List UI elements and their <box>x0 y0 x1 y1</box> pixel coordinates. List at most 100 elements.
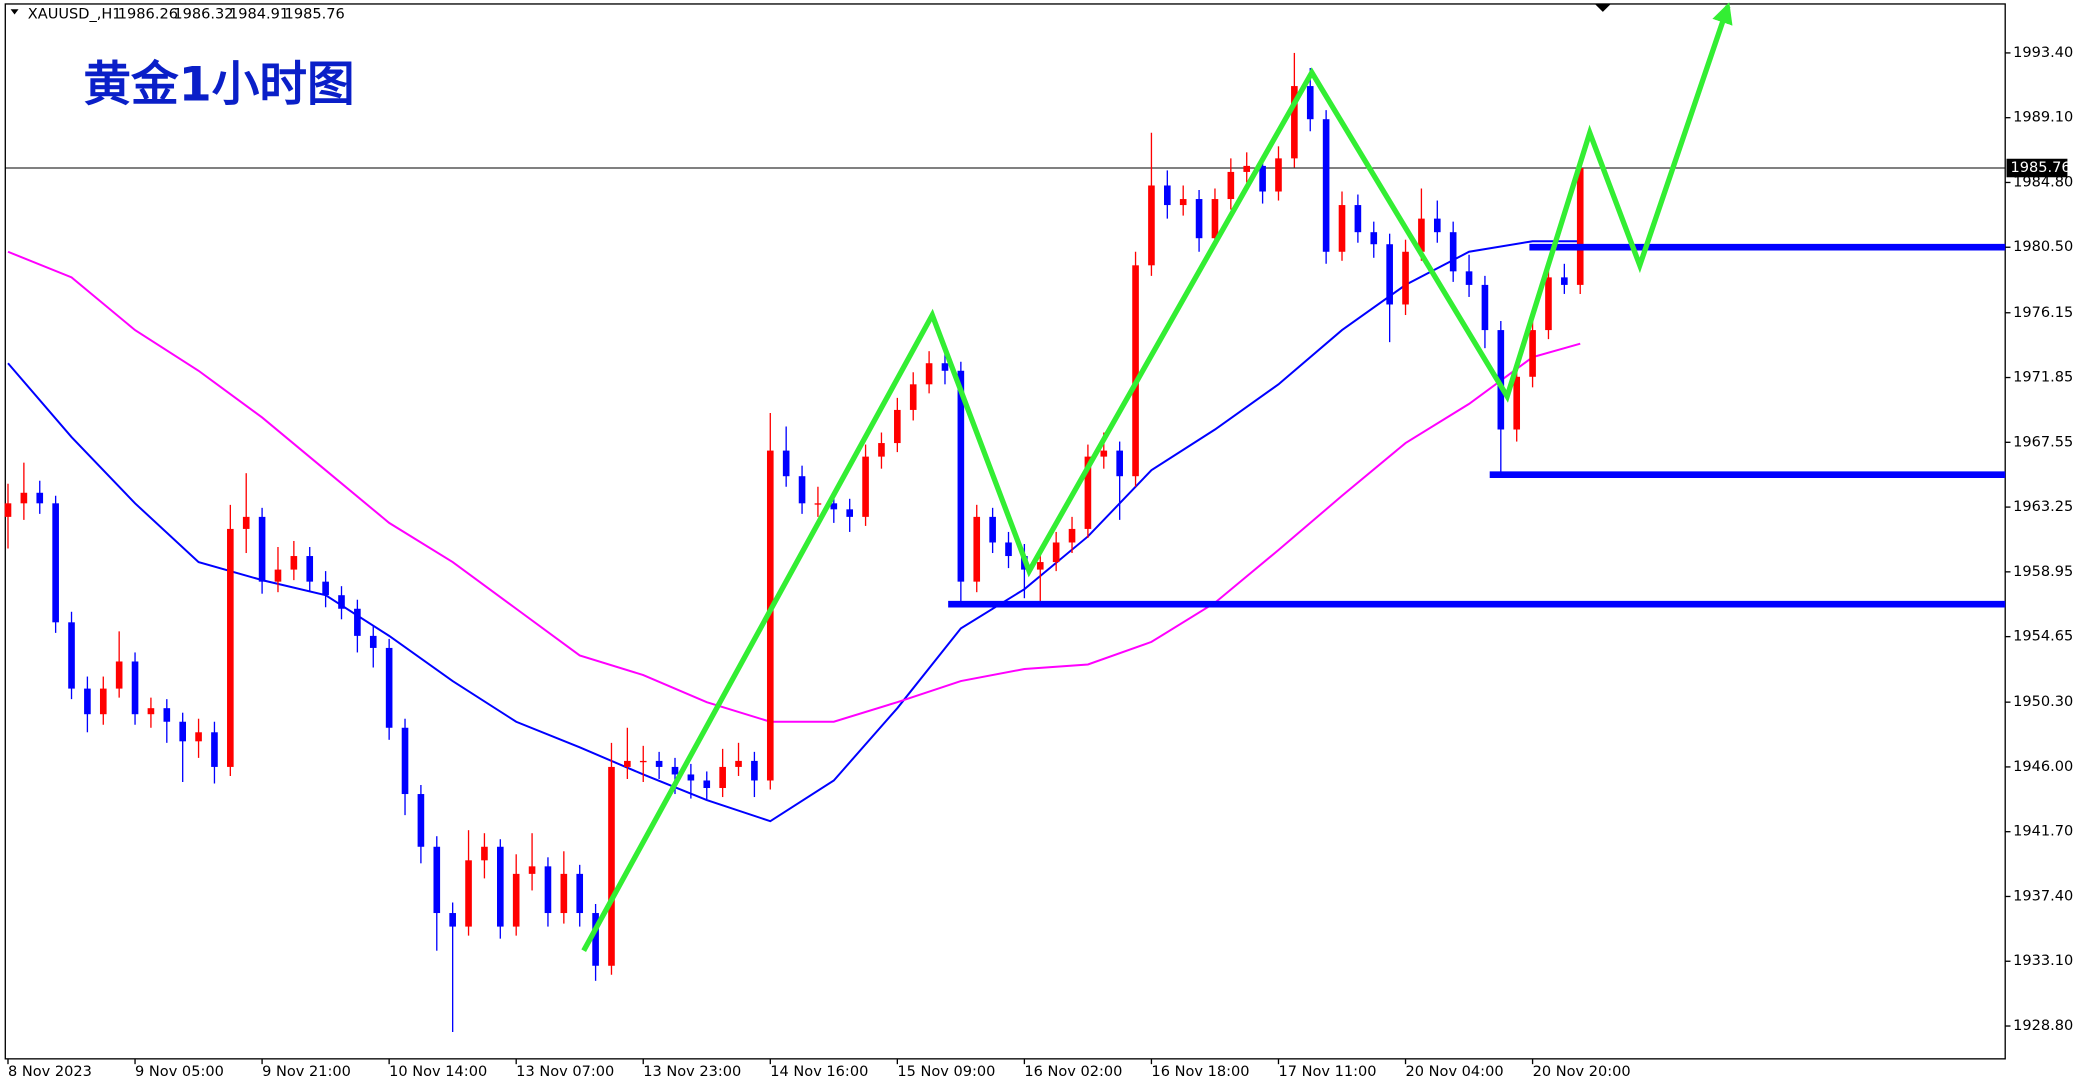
x-tick-label: 8 Nov 2023 <box>8 1063 92 1080</box>
candle-body <box>1068 528 1076 543</box>
candle-body <box>258 516 266 582</box>
candle-body <box>639 760 647 763</box>
candle-body <box>1211 199 1219 239</box>
candle-body <box>322 581 329 596</box>
candle-body <box>1164 185 1171 206</box>
moving-average <box>7 240 1581 823</box>
current-price-label: 1985.76 <box>2010 159 2070 176</box>
plot-frame <box>4 3 2006 1060</box>
candle-body <box>195 732 202 742</box>
x-tick-label: 20 Nov 04:00 <box>1406 1063 1504 1080</box>
candle-body <box>99 688 107 715</box>
candle-body <box>1545 277 1552 331</box>
candle-body <box>894 409 901 444</box>
x-tick-label: 13 Nov 07:00 <box>516 1063 614 1080</box>
x-tick-label: 15 Nov 09:00 <box>897 1063 995 1080</box>
candle-body <box>1322 119 1330 252</box>
candle-body <box>1513 376 1521 430</box>
candle-body <box>1402 251 1409 305</box>
candle-body <box>1052 542 1060 563</box>
candle-body <box>671 766 679 775</box>
header-low: 1984.91 <box>229 6 289 23</box>
x-tick-label: 9 Nov 21:00 <box>262 1063 351 1080</box>
candle-body <box>1148 185 1155 266</box>
symbol: XAUUSD_,H1 <box>28 6 122 23</box>
header-high: 1986.32 <box>173 6 233 23</box>
chart-title: 黄金1小时图 <box>83 57 354 112</box>
y-tick-label: 1941.70 <box>2013 823 2073 840</box>
candle-body <box>798 476 806 504</box>
y-tick-label: 1933.10 <box>2013 952 2073 969</box>
candle-body <box>830 503 838 510</box>
candle-body <box>4 503 12 517</box>
candle-body <box>909 384 917 410</box>
candle-body <box>512 873 520 927</box>
candle-body <box>84 688 91 715</box>
candle-body <box>1036 562 1044 570</box>
candle-body <box>957 370 965 582</box>
x-tick-label: 16 Nov 18:00 <box>1151 1063 1249 1080</box>
candle-body <box>1084 456 1092 529</box>
candle-body <box>52 503 59 623</box>
x-tick-label: 9 Nov 05:00 <box>135 1063 224 1080</box>
candle-body <box>1433 218 1441 233</box>
candle-body <box>1116 450 1123 477</box>
moving-average <box>7 250 1581 723</box>
candle-body <box>735 760 742 767</box>
candle-body <box>147 708 155 715</box>
candle-body <box>163 708 171 722</box>
candle-body <box>306 556 314 582</box>
candle-body <box>1132 265 1139 477</box>
candle-body <box>115 661 123 689</box>
shift-marker <box>1594 3 1611 12</box>
candle-body <box>1354 205 1362 233</box>
candle-body <box>751 760 758 781</box>
candle-body <box>1259 165 1266 192</box>
x-tick-label: 10 Nov 14:00 <box>389 1063 487 1080</box>
y-tick-label: 1980.50 <box>2013 238 2073 255</box>
candle-body <box>369 635 377 648</box>
candle-body <box>576 873 584 914</box>
candle-body <box>925 363 933 385</box>
y-tick-label: 1971.85 <box>2013 369 2073 386</box>
candle-body <box>1497 330 1505 430</box>
x-tick-label: 14 Nov 16:00 <box>770 1063 868 1080</box>
candle-body <box>1275 158 1282 192</box>
candle-body <box>131 661 139 715</box>
y-tick-label: 1993.40 <box>2013 44 2073 61</box>
candle-body <box>1561 277 1568 285</box>
candle-body <box>68 622 75 689</box>
candle-body <box>227 528 234 767</box>
y-tick-label: 1989.10 <box>2013 109 2073 126</box>
candle-body <box>624 760 631 767</box>
candle-body <box>687 774 695 781</box>
candle-body <box>1306 86 1314 120</box>
candle-body <box>1449 232 1457 272</box>
candle-body <box>465 860 472 927</box>
candle-body <box>1418 218 1425 252</box>
candle-body <box>417 794 425 847</box>
candle-body <box>544 866 552 914</box>
candle-body <box>1179 199 1187 206</box>
header-close: 1985.76 <box>285 6 345 23</box>
x-tick-label: 20 Nov 20:00 <box>1533 1063 1631 1080</box>
candle-body <box>1195 199 1203 239</box>
candle-body <box>1465 271 1473 285</box>
candle-body <box>846 509 854 517</box>
candle-body <box>1481 284 1489 331</box>
candle-body <box>592 913 599 966</box>
header-open: 1986.26 <box>118 6 178 23</box>
y-tick-label: 1937.40 <box>2013 887 2073 904</box>
candle-body <box>1100 450 1108 457</box>
candle-body <box>1291 86 1298 159</box>
candle-body <box>36 492 44 504</box>
candle-body <box>528 866 536 874</box>
candle-body <box>1005 542 1012 557</box>
candle-body <box>1576 168 1584 285</box>
candle-body <box>1529 330 1536 377</box>
candle-body <box>1370 232 1378 245</box>
x-tick-label: 17 Nov 11:00 <box>1278 1063 1376 1080</box>
candle-body <box>719 766 726 789</box>
